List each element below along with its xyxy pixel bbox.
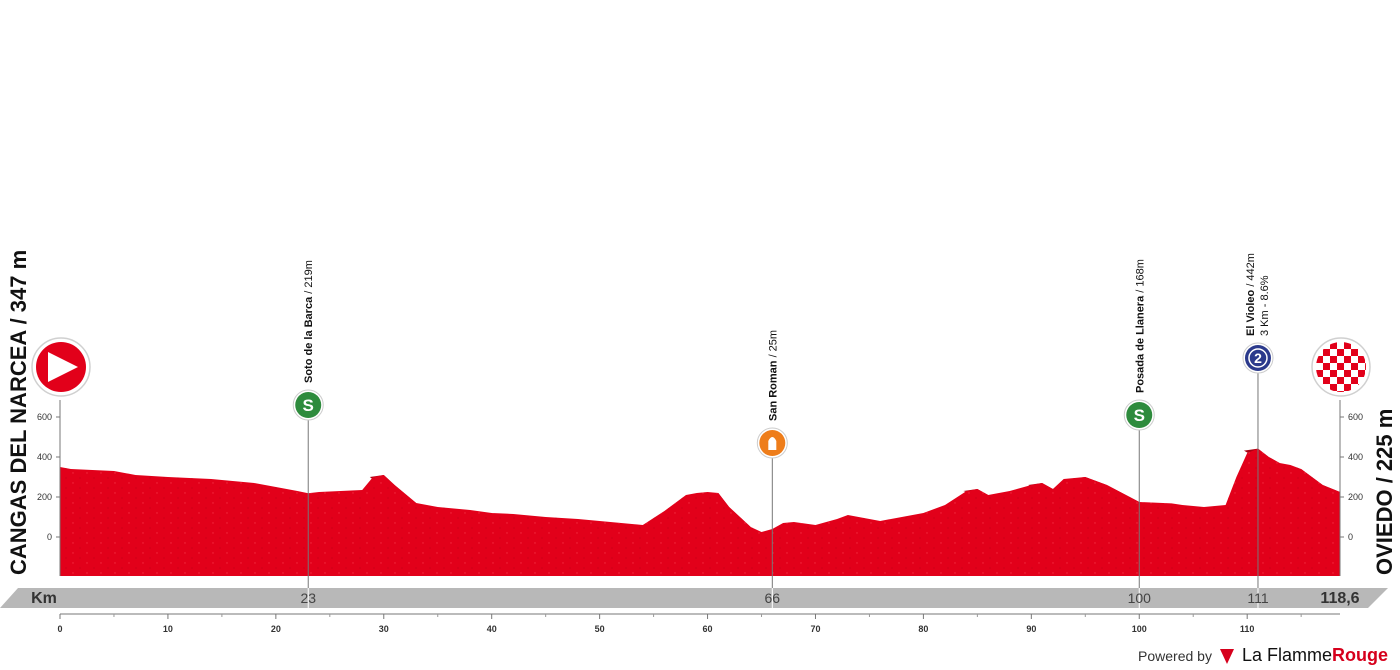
feed-zone-orange-icon — [756, 427, 788, 459]
bar-marker-label: 23 — [300, 590, 316, 606]
bar-marker-label: 66 — [765, 590, 781, 606]
total-distance: 118,6 — [1320, 590, 1359, 607]
waypoint-label: Soto de la Barca / 219m — [303, 260, 315, 383]
start-block: CANGAS DEL NARCEA / 347 m — [6, 250, 91, 575]
waypoint-altitude: / 219m — [303, 260, 315, 297]
waypoint-name: Soto de la Barca — [303, 296, 315, 383]
x-tick-label: 60 — [703, 624, 713, 634]
bar-marker-label: 100 — [1128, 590, 1152, 606]
chequered-pattern — [1316, 342, 1366, 392]
x-tick-label: 30 — [379, 624, 389, 634]
flamme-rouge-logo-icon — [1219, 648, 1234, 664]
waypoint-altitude: / 25m — [767, 330, 779, 361]
y-tick-label: 600 — [1348, 412, 1363, 422]
waypoint-label: Posada de Llanera / 168m — [1134, 259, 1146, 393]
y-tick-label: 400 — [37, 452, 52, 462]
x-tick-label: 110 — [1240, 624, 1255, 634]
climb-category-label: 2 — [1254, 350, 1262, 366]
finish-flag-icon — [1311, 337, 1371, 397]
y-axis-left: 0 200 400 600 — [37, 400, 61, 576]
finish-block: OVIEDO / 225 m — [1311, 337, 1397, 575]
sprint-glyph: S — [303, 396, 314, 415]
y-tick-label: 400 — [1348, 452, 1363, 462]
y-tick-label: 200 — [37, 492, 52, 502]
brand-name: La FlammeRouge — [1241, 645, 1388, 665]
x-tick-label: 20 — [271, 624, 281, 634]
y-tick-label: 200 — [1348, 492, 1363, 502]
climb-stats: 3 Km - 8.6% — [1259, 275, 1271, 336]
waypoint-name: San Roman — [767, 360, 779, 421]
waypoint-name: El Violeo — [1245, 289, 1257, 336]
start-town-name: CANGAS DEL NARCEA / 347 m — [6, 250, 31, 575]
powered-by-label: Powered by — [1138, 647, 1212, 664]
sprint-S-green-icon: S — [292, 389, 324, 421]
finish-town-name: OVIEDO / 225 m — [1372, 409, 1397, 575]
waypoint-altitude: / 168m — [1134, 259, 1146, 296]
x-axis: 0 10 20 30 40 50 60 70 80 90 100 110 — [57, 613, 1340, 634]
waypoint: San Roman / 25m — [756, 330, 788, 588]
x-tick-label: 10 — [163, 624, 173, 634]
x-tick-label: 40 — [487, 624, 497, 634]
waypoint-altitude: / 442m — [1245, 253, 1257, 290]
elevation-profile — [60, 448, 1340, 576]
waypoint-name: Posada de Llanera — [1134, 295, 1146, 393]
bar-markers: 23 66 100 111 — [300, 588, 1269, 608]
y-tick-label: 0 — [1348, 532, 1353, 542]
y-tick-label: 0 — [47, 532, 52, 542]
x-tick-label: 50 — [595, 624, 605, 634]
x-tick-label: 0 — [57, 624, 62, 634]
sprint-S-green-icon: S — [1123, 399, 1155, 431]
start-flag-icon — [31, 337, 91, 397]
distance-bar: Km 118,6 23 66 100 111 — [0, 588, 1388, 608]
footer: Powered by La FlammeRouge — [1138, 645, 1388, 666]
y-tick-label: 600 — [37, 412, 52, 422]
waypoint-label: San Roman / 25m — [767, 330, 779, 421]
sprint-glyph: S — [1134, 406, 1145, 425]
x-tick-label: 90 — [1026, 624, 1036, 634]
bar-marker-label: 111 — [1247, 590, 1268, 606]
waypoint-label: El Violeo / 442m — [1245, 253, 1257, 336]
waypoint: S Soto de la Barca / 219m — [292, 260, 324, 588]
x-tick-label: 70 — [810, 624, 820, 634]
waypoint: S Posada de Llanera / 168m — [1123, 259, 1155, 588]
climb-cat-2-blue-icon: 2 — [1242, 342, 1274, 374]
profile-texture — [60, 448, 1340, 576]
x-tick-label: 100 — [1132, 624, 1147, 634]
km-label: Km — [31, 590, 57, 607]
x-tick-label: 80 — [918, 624, 928, 634]
y-axis-right: 0 200 400 600 — [1339, 400, 1363, 576]
